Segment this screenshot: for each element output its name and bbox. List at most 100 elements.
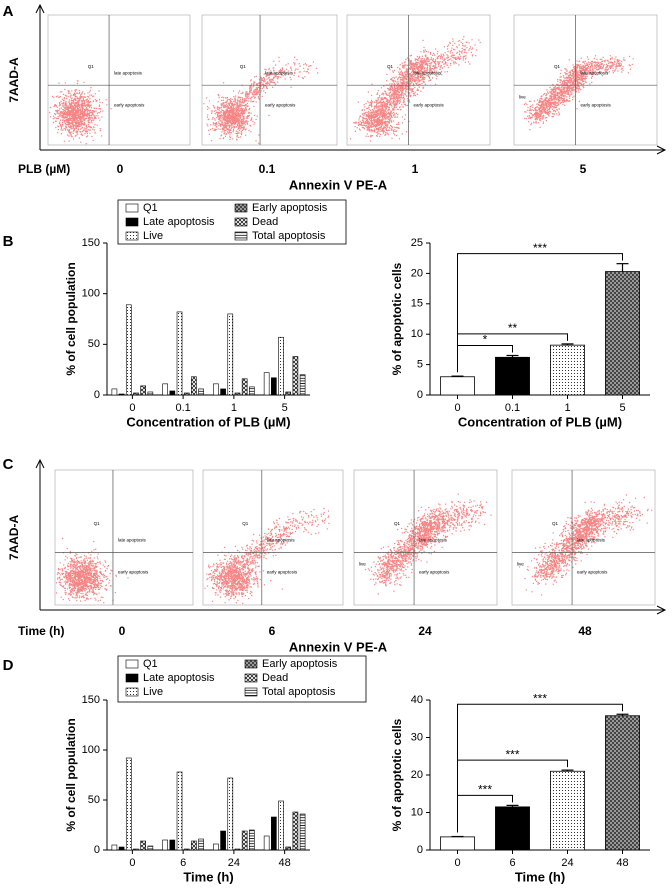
flow-plot-frame [54,469,194,606]
bar [198,388,204,396]
condition-label: Time (h) [18,624,64,638]
bar [271,377,277,396]
quadrant-label: live [359,562,366,567]
x-tick-label: 0 [454,402,460,414]
quadrant-label: Q1 [394,521,401,526]
legend-box [117,655,367,703]
error-bar [451,375,464,377]
bar [285,846,292,851]
bar [147,391,154,396]
x-tick-label: 1 [564,402,570,414]
y-axis-label: % of apoptotic cells [390,262,404,375]
y-tick-label: 150 [82,237,100,249]
bar [292,811,299,851]
bar [440,836,475,851]
quadrant-label: late apoptosis [267,538,296,543]
quadrant-label: late apoptosis [413,70,442,75]
y-tick-label: 25 [411,237,423,249]
bar [162,383,168,396]
x-tick-label: 0 [454,857,460,869]
x-tick-label: 24 [561,857,573,869]
bar [220,830,226,851]
x-tick-label: 0.1 [175,402,190,414]
significance-label: *** [478,783,492,797]
bar [241,830,248,851]
significance-label: ** [508,321,518,335]
bar [234,848,241,851]
panel-label: A [3,3,14,20]
bar [183,392,190,396]
y-tick-label: 150 [82,694,100,706]
panel-label: D [3,657,14,674]
condition: 0.1 [259,162,276,176]
legend-label: Live [143,686,163,698]
legend-label: Early apoptosis [252,202,328,214]
x-tick-label: 6 [509,857,515,869]
quadrant-label: Q1 [554,64,561,69]
panel-label: C [3,456,14,473]
bar [263,835,270,851]
significance-bracket [457,253,623,373]
quadrant-label: late apoptosis [114,70,143,75]
bar [213,843,219,851]
flow-plot-frame [201,14,338,146]
quadrant-label: early apoptosis [267,570,298,575]
legend-swatch [125,231,139,241]
x-axis-label: Annexin V PE-A [289,177,388,192]
bar [162,839,168,851]
event-cloud [204,507,330,605]
quadrant-label: early apoptosis [114,102,145,107]
event-cloud [55,537,129,604]
y-tick-label: 10 [411,806,423,818]
legend-label: Live [143,230,163,242]
event-cloud [203,56,319,144]
quadrant-label: Q1 [94,521,101,526]
bar [125,304,132,396]
bar [292,356,299,396]
legend-label: Early apoptosis [262,658,338,670]
quadrant-label: early apoptosis [265,102,296,107]
significance-label: * [483,333,488,347]
x-tick-label: 24 [228,857,240,869]
legend-swatch [125,659,139,669]
quadrant-label: late apoptosis [580,70,609,75]
legend-swatch [244,673,258,683]
quadrant-label: early apoptosis [577,570,608,575]
significance-label: *** [533,241,547,255]
y-axis-label: 7AAD-A [7,515,21,561]
arrow-head [656,145,667,155]
bar [111,844,118,851]
quadrant-label: Q1 [387,64,394,69]
error-bar [616,713,629,716]
bar [191,376,197,396]
legend-label: Late apoptosis [143,216,215,228]
y-tick-label: 40 [411,694,423,706]
quadrant-label: early apoptosis [580,102,611,107]
y-axis-label: % of cell population [64,718,78,831]
y-tick-label: 100 [82,744,100,756]
significance-label: *** [505,747,519,761]
legend-swatch [125,687,139,697]
quadrant-label: Q1 [242,521,249,526]
bar [550,770,585,851]
legend-swatch [244,687,258,697]
x-tick-label: 5 [619,402,625,414]
x-tick-label: 0 [129,857,135,869]
legend-swatch [234,203,248,213]
bar [495,356,530,396]
y-tick-label: 50 [88,794,100,806]
quadrant-label: Q1 [88,64,95,69]
legend-swatch [234,231,248,241]
bar [440,376,475,396]
event-cloud [349,36,481,142]
legend-swatch [244,659,258,669]
y-axis-label: % of cell population [64,262,78,375]
arrow-head [656,605,667,615]
legend-label: Q1 [143,202,158,214]
bar [234,392,241,396]
bar [111,388,118,396]
bar [278,800,284,851]
error-bar [561,343,574,346]
bar [263,372,270,396]
